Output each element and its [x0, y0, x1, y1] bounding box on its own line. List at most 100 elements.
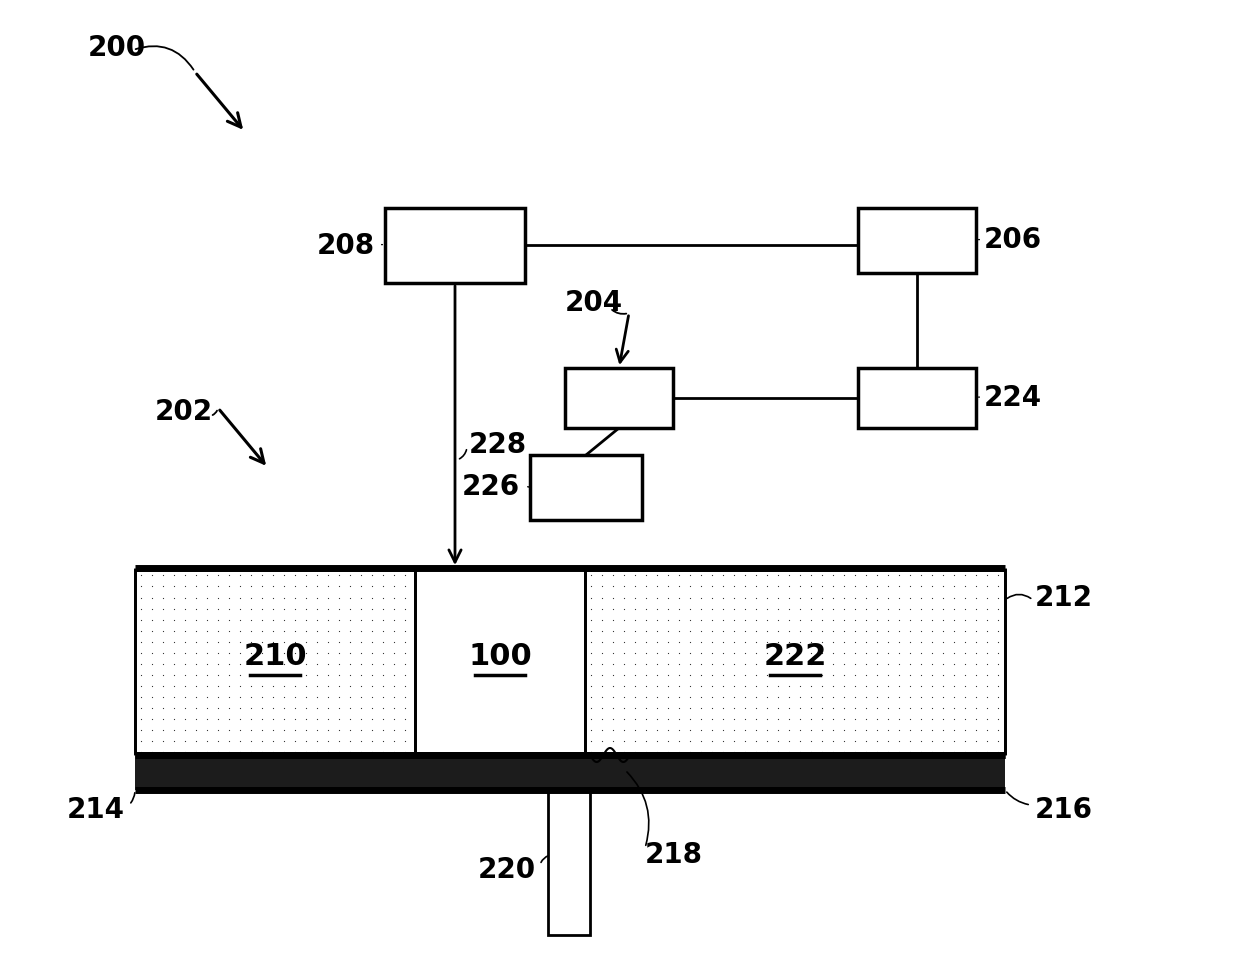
Point — [175, 622, 195, 638]
Point — [734, 590, 754, 606]
Point — [724, 590, 744, 606]
Point — [932, 677, 952, 693]
Point — [394, 578, 414, 594]
Point — [229, 677, 249, 693]
Point — [856, 645, 875, 661]
Point — [241, 578, 260, 594]
Text: 100: 100 — [469, 642, 532, 671]
Point — [164, 645, 184, 661]
Point — [944, 744, 963, 760]
Point — [899, 721, 919, 737]
Point — [745, 677, 765, 693]
Point — [175, 578, 195, 594]
Text: 200: 200 — [88, 34, 146, 62]
Point — [691, 567, 711, 583]
Point — [745, 721, 765, 737]
Point — [944, 567, 963, 583]
Point — [657, 612, 677, 627]
Point — [657, 733, 677, 749]
Point — [625, 700, 645, 715]
Point — [130, 622, 150, 638]
Point — [921, 590, 941, 606]
Point — [241, 656, 260, 671]
Point — [889, 733, 909, 749]
Point — [801, 590, 821, 606]
Point — [317, 666, 337, 682]
Point — [175, 721, 195, 737]
Point — [977, 590, 997, 606]
Point — [768, 622, 787, 638]
Point — [175, 733, 195, 749]
Point — [153, 700, 172, 715]
Point — [899, 744, 919, 760]
Point — [889, 578, 909, 594]
Point — [218, 601, 238, 616]
Point — [197, 578, 217, 594]
Point — [197, 710, 217, 726]
Point — [680, 677, 699, 693]
Point — [241, 622, 260, 638]
Point — [811, 677, 831, 693]
Point — [822, 601, 842, 616]
Point — [580, 710, 600, 726]
Point — [153, 689, 172, 705]
Point — [977, 656, 997, 671]
Point — [756, 578, 776, 594]
Point — [383, 677, 403, 693]
Point — [668, 612, 688, 627]
Point — [229, 721, 249, 737]
Point — [329, 666, 348, 682]
Point — [207, 634, 227, 650]
Point — [878, 733, 898, 749]
Point — [691, 622, 711, 638]
Point — [164, 567, 184, 583]
Point — [580, 567, 600, 583]
Point — [889, 721, 909, 737]
Point — [691, 733, 711, 749]
Point — [625, 666, 645, 682]
Point — [252, 689, 272, 705]
Point — [153, 710, 172, 726]
Point — [186, 578, 206, 594]
Point — [713, 721, 733, 737]
Point — [207, 721, 227, 737]
Point — [362, 710, 382, 726]
Point — [625, 677, 645, 693]
Point — [614, 567, 634, 583]
Point — [910, 634, 930, 650]
Point — [394, 622, 414, 638]
Point — [955, 578, 975, 594]
Point — [768, 744, 787, 760]
Point — [801, 622, 821, 638]
Point — [702, 656, 722, 671]
Point — [263, 733, 283, 749]
Point — [295, 645, 315, 661]
Point — [966, 666, 986, 682]
Point — [175, 601, 195, 616]
Point — [822, 700, 842, 715]
Point — [955, 622, 975, 638]
Point — [779, 700, 799, 715]
Point — [801, 666, 821, 682]
Point — [141, 634, 161, 650]
Point — [263, 634, 283, 650]
Point — [603, 656, 622, 671]
Point — [317, 689, 337, 705]
Point — [340, 601, 360, 616]
Point — [844, 666, 864, 682]
Point — [241, 590, 260, 606]
Point — [603, 710, 622, 726]
Point — [680, 612, 699, 627]
Point — [636, 700, 656, 715]
Point — [910, 666, 930, 682]
Point — [745, 567, 765, 583]
Point — [734, 733, 754, 749]
Point — [889, 700, 909, 715]
Point — [306, 666, 326, 682]
Point — [614, 666, 634, 682]
Point — [779, 645, 799, 661]
Point — [164, 710, 184, 726]
Point — [614, 656, 634, 671]
Point — [372, 612, 392, 627]
Point — [372, 656, 392, 671]
